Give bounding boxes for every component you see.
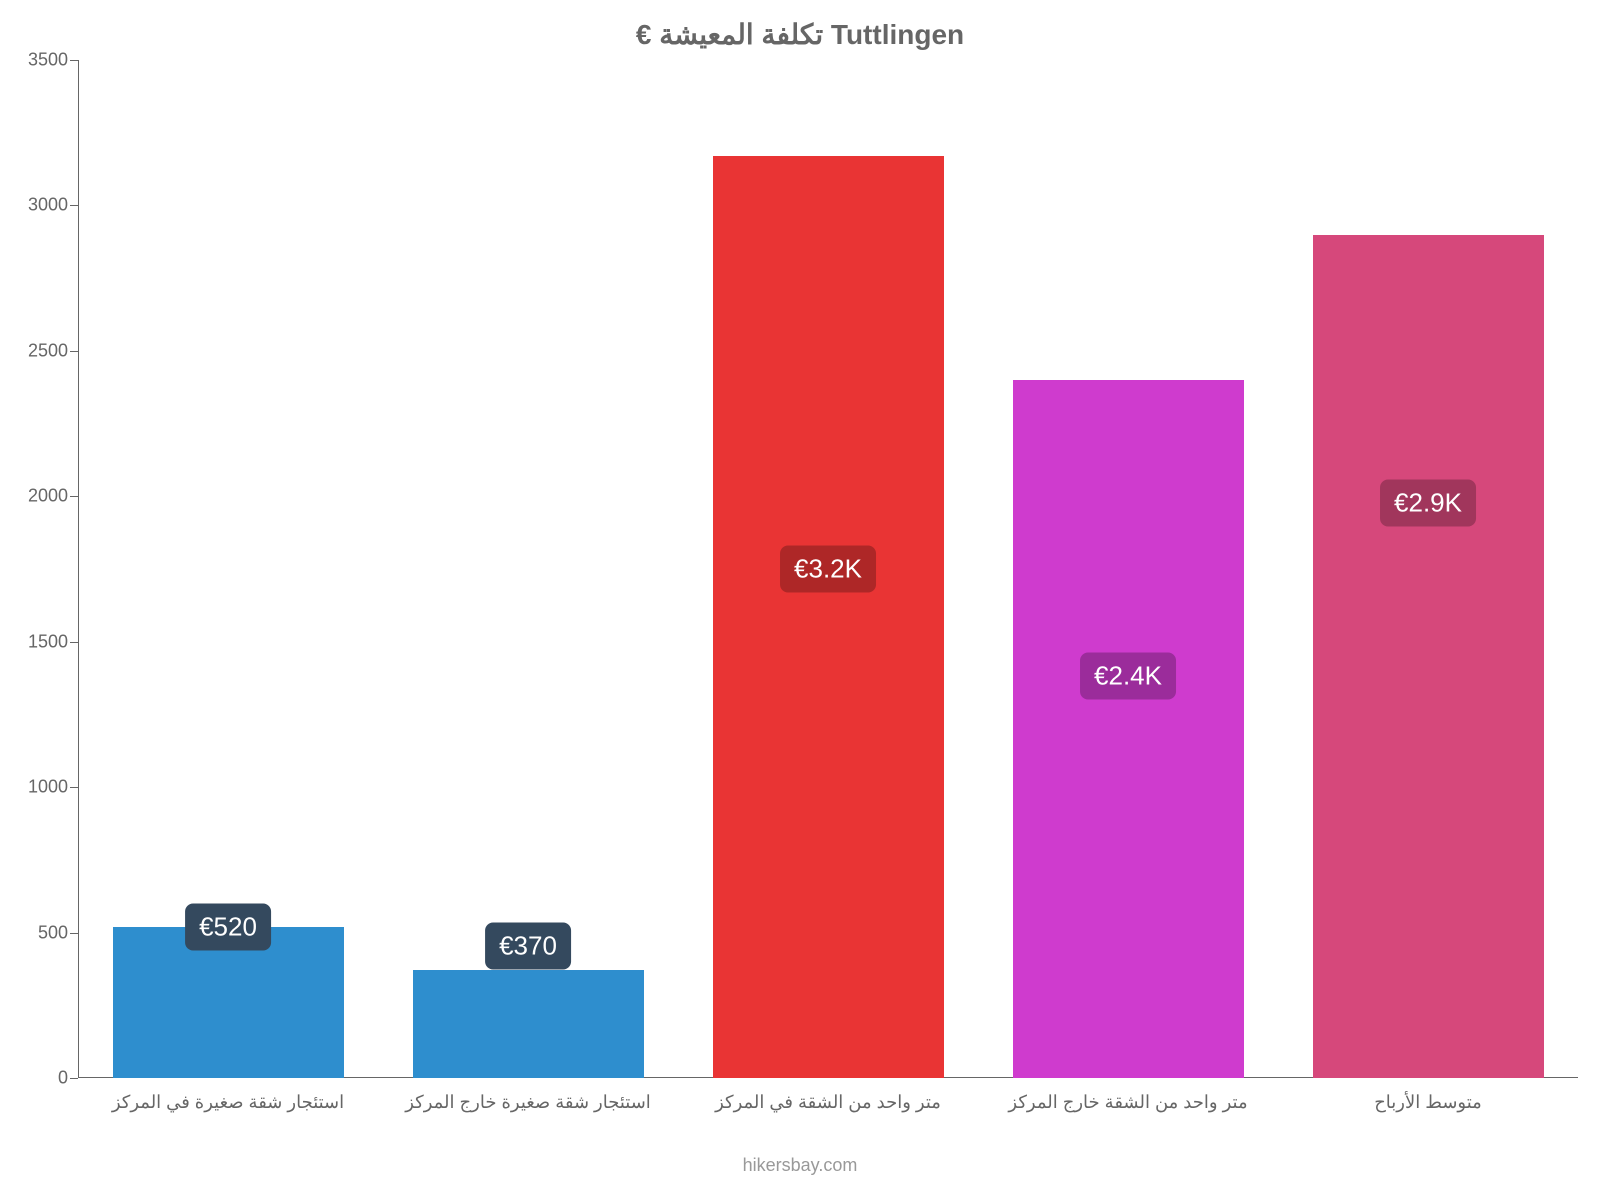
cost-of-living-chart: € تكلفة المعيشة Tuttlingen 0500100015002…	[0, 0, 1600, 1200]
y-axis-tick-label: 3500	[28, 50, 78, 71]
y-axis-tick-label: 1500	[28, 631, 78, 652]
x-axis-category-label: استئجار شقة صغيرة في المركز	[112, 1078, 344, 1113]
bar	[413, 970, 644, 1078]
y-axis-line	[78, 60, 79, 1078]
bar	[1313, 235, 1544, 1078]
x-axis-category-label: استئجار شقة صغيرة خارج المركز	[405, 1078, 651, 1113]
x-axis-category-label: متر واحد من الشقة خارج المركز	[1008, 1078, 1247, 1113]
bar	[713, 156, 944, 1078]
y-axis-tick-label: 1000	[28, 777, 78, 798]
y-axis-tick-label: 2500	[28, 340, 78, 361]
x-axis-category-label: متوسط الأرباح	[1374, 1078, 1482, 1113]
y-axis-tick-label: 500	[38, 922, 78, 943]
bar-value-label: €2.9K	[1380, 479, 1476, 526]
bar-value-label: €2.4K	[1080, 652, 1176, 699]
y-axis-tick-label: 2000	[28, 486, 78, 507]
x-axis-category-label: متر واحد من الشقة في المركز	[715, 1078, 941, 1113]
attribution-text: hikersbay.com	[0, 1155, 1600, 1176]
y-axis-tick-label: 0	[58, 1068, 78, 1089]
bar-value-label: €370	[485, 922, 571, 969]
y-axis-tick-label: 3000	[28, 195, 78, 216]
bar-value-label: €3.2K	[780, 546, 876, 593]
bar	[1013, 380, 1244, 1078]
plot-area: 0500100015002000250030003500€520استئجار …	[78, 60, 1578, 1078]
bar-value-label: €520	[185, 904, 271, 951]
chart-title: € تكلفة المعيشة Tuttlingen	[0, 18, 1600, 51]
